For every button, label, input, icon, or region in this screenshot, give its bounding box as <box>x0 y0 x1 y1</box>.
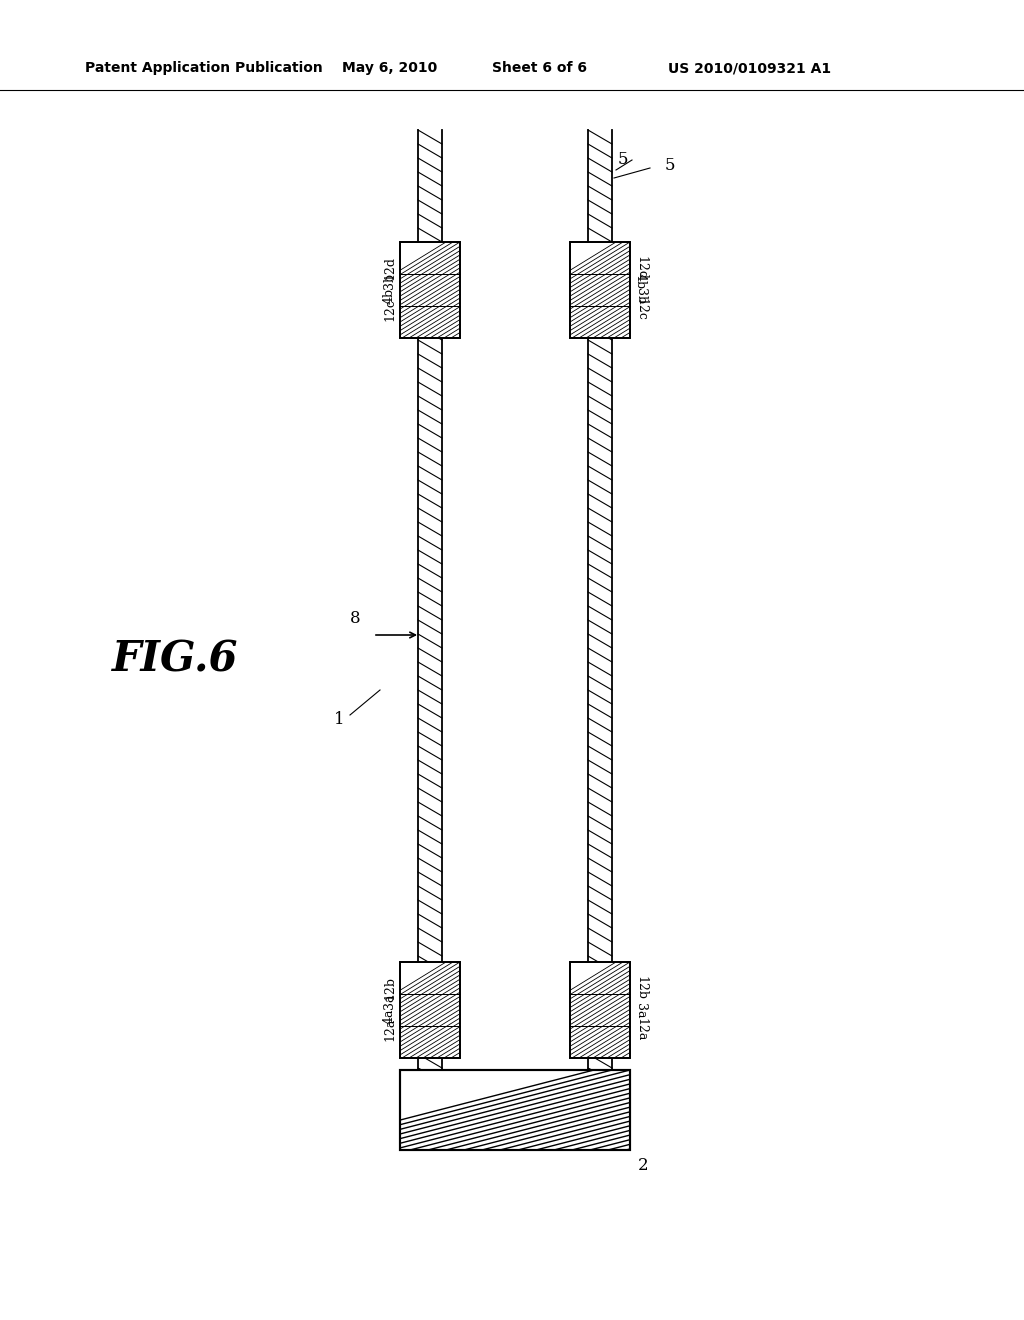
Bar <box>400 1071 630 1150</box>
Text: 12a: 12a <box>634 1018 647 1041</box>
Text: 12b: 12b <box>634 975 647 1001</box>
Text: 1: 1 <box>335 711 345 729</box>
Bar <box>570 962 630 1059</box>
Bar <box>570 242 630 338</box>
Text: 12b: 12b <box>383 975 396 1001</box>
Text: 2: 2 <box>638 1156 648 1173</box>
Text: Patent Application Publication: Patent Application Publication <box>85 61 323 75</box>
Text: US 2010/0109321 A1: US 2010/0109321 A1 <box>669 61 831 75</box>
Text: 3b: 3b <box>383 273 396 289</box>
Text: FIG.6: FIG.6 <box>112 639 239 681</box>
Bar <box>570 962 630 1059</box>
Text: 12a: 12a <box>383 1018 396 1041</box>
Text: 4b: 4b <box>634 273 647 289</box>
Text: 5: 5 <box>665 157 676 173</box>
Bar <box>400 242 460 338</box>
Text: 12c: 12c <box>634 298 647 321</box>
Text: 4a: 4a <box>383 1008 396 1023</box>
Text: 12d: 12d <box>383 256 396 280</box>
Text: 5: 5 <box>618 152 629 169</box>
Text: 3b: 3b <box>634 288 647 304</box>
Bar <box>400 962 460 1059</box>
Bar <box>400 962 460 1059</box>
Text: 12d: 12d <box>634 256 647 280</box>
Text: Sheet 6 of 6: Sheet 6 of 6 <box>493 61 588 75</box>
Text: 3a: 3a <box>634 1003 647 1019</box>
Bar <box>570 242 630 338</box>
Bar <box>400 242 460 338</box>
Text: May 6, 2010: May 6, 2010 <box>342 61 437 75</box>
Text: 8: 8 <box>349 610 360 627</box>
Text: 3a: 3a <box>383 994 396 1008</box>
Text: 4b: 4b <box>383 288 396 304</box>
Text: 12c: 12c <box>383 298 396 321</box>
Bar <box>400 1071 630 1150</box>
